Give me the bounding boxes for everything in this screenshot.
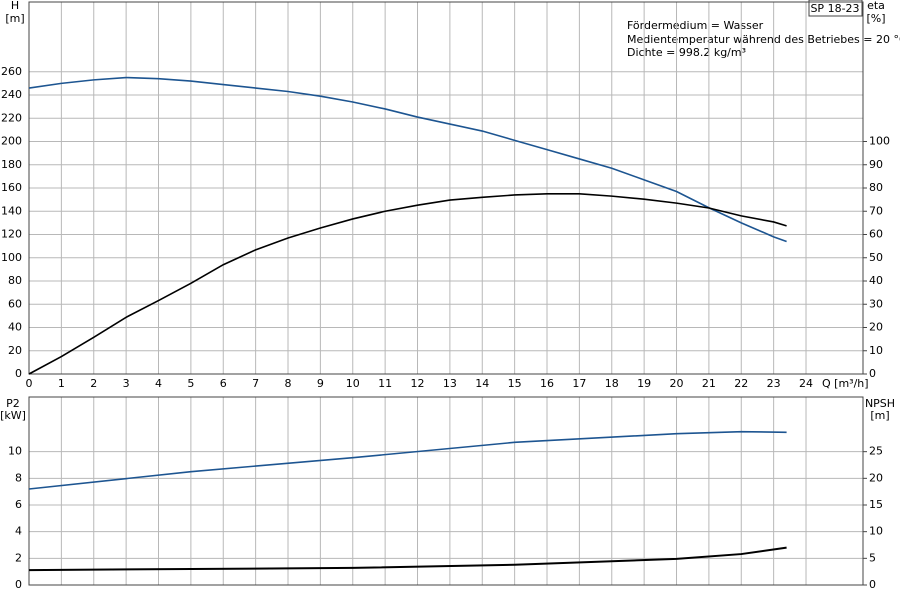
x-tick-label: 22 [734,377,748,390]
x-tick-label: 6 [220,377,227,390]
y-tick-label: 240 [1,88,22,101]
x-tick-label: 12 [411,377,425,390]
x-tick-label: 9 [317,377,324,390]
y-tick-label: 4 [15,525,22,538]
x-tick-label: 21 [702,377,716,390]
x-tick-label: 17 [572,377,586,390]
curve [28,193,787,375]
y2-unit: [%] [866,12,885,25]
x-label: Q [m³/h] [822,377,869,390]
y2-tick-label: 20 [869,471,883,484]
x-tick-label: 7 [252,377,259,390]
annotation: Fördermedium = Wasser [627,19,764,32]
y2-label: eta [867,0,885,12]
y-tick-label: 220 [1,111,22,124]
model-box [808,0,863,17]
y-tick-label: 140 [1,204,22,217]
x-tick-label: 3 [123,377,130,390]
x-tick-label: 14 [475,377,489,390]
y-label: P2 [6,397,20,410]
y2-unit: [m] [870,409,889,422]
x-tick-label: 18 [605,377,619,390]
y2-tick-label: 90 [869,158,883,171]
y-tick-label: 40 [8,321,22,334]
plot-frame [28,396,864,586]
y2-tick-label: 10 [869,344,883,357]
x-tick-label: 1 [58,377,65,390]
y-tick-label: 10 [8,445,22,458]
curve [28,76,787,243]
y2-tick-label: 25 [869,445,883,458]
y2-label: NPSH [865,397,895,410]
y2-tick-label: 15 [869,498,883,511]
x-tick-label: 16 [540,377,554,390]
y-unit: [kW] [0,409,26,422]
y2-tick-label: 10 [869,525,883,538]
y2-tick-label: 0 [869,578,876,591]
y-tick-label: 60 [8,297,22,310]
x-tick-label: 0 [26,377,33,390]
y-tick-label: 2 [15,551,22,564]
y2-tick-label: 40 [869,274,883,287]
x-tick-label: 20 [670,377,684,390]
y-tick-label: 0 [15,578,22,591]
y2-tick-label: 5 [869,551,876,564]
y2-tick-label: 100 [869,135,890,148]
x-tick-label: 5 [187,377,194,390]
x-tick-label: 8 [285,377,292,390]
curve [28,430,787,490]
y-tick-label: 200 [1,135,22,148]
y2-tick-label: 50 [869,251,883,264]
y-tick-label: 80 [8,274,22,287]
annotation: Medientemperatur während des Betriebes =… [627,33,900,46]
x-tick-label: 11 [378,377,392,390]
y2-tick-label: 60 [869,228,883,241]
y2-tick-label: 0 [869,367,876,380]
x-tick-label: 4 [155,377,162,390]
y-label: H [11,0,19,12]
annotation: Dichte = 998.2 kg/m³ [627,46,746,59]
x-tick-label: 2 [90,377,97,390]
y2-tick-label: 70 [869,204,883,217]
y2-tick-label: 80 [869,181,883,194]
y-tick-label: 120 [1,228,22,241]
y-tick-label: 160 [1,181,22,194]
x-tick-label: 24 [799,377,813,390]
y-tick-label: 260 [1,65,22,78]
y-tick-label: 0 [15,367,22,380]
x-tick-label: 19 [637,377,651,390]
y-tick-label: 8 [15,471,22,484]
y-tick-label: 100 [1,251,22,264]
y-tick-label: 180 [1,158,22,171]
y-tick-label: 20 [8,344,22,357]
x-tick-label: 23 [767,377,781,390]
y2-tick-label: 20 [869,321,883,334]
x-tick-label: 13 [443,377,457,390]
curve [28,546,787,572]
model-label: SP 18-23 [810,2,859,15]
plot-frame [28,1,864,375]
y-unit: [m] [5,12,24,25]
x-tick-label: 10 [346,377,360,390]
y2-tick-label: 30 [869,297,883,310]
y-tick-label: 6 [15,498,22,511]
x-tick-label: 15 [508,377,522,390]
